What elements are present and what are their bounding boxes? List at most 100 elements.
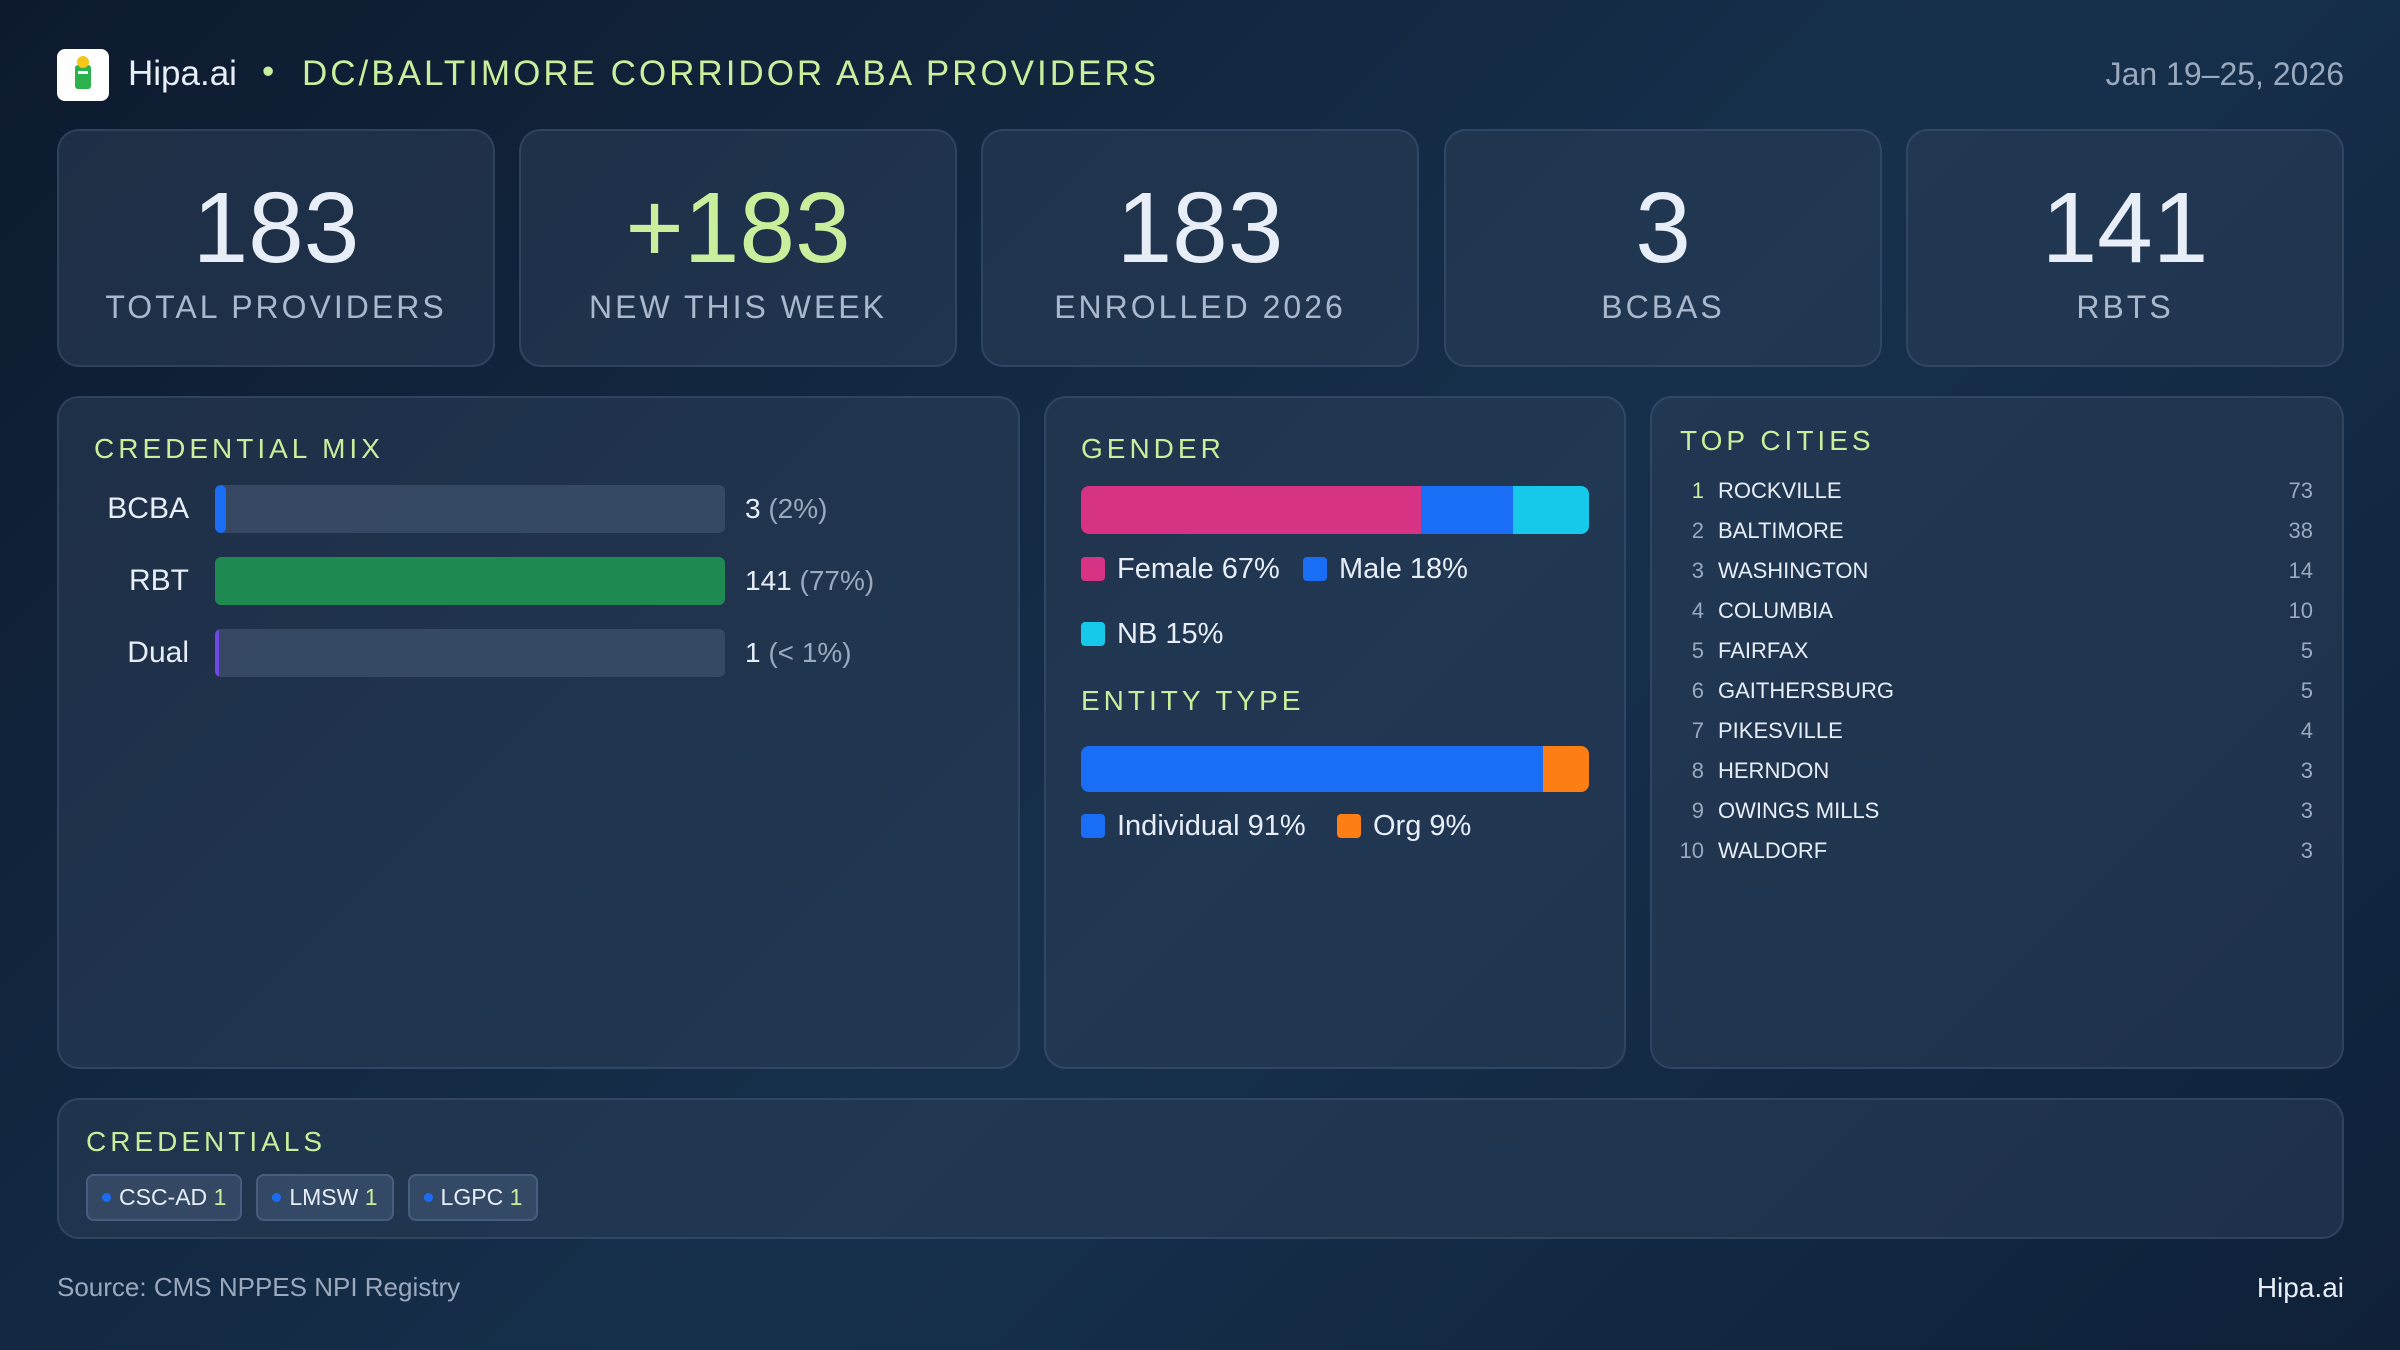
chip-name: LGPC (440, 1184, 504, 1210)
credential-mix-panel: CREDENTIAL MIX BCBA 3 (2%) RBT 141 (77%) Dua… (57, 396, 1020, 1069)
city-name: OWINGS MILLS (1718, 798, 1880, 823)
bar-track (215, 629, 725, 677)
legend-swatch (1081, 622, 1105, 646)
city-rank: 1 (1691, 478, 1704, 503)
chip-list: CSC-AD 1 LMSW 1 LGPC 1 (86, 1174, 552, 1221)
panel-heading: CREDENTIAL MIX (94, 433, 384, 464)
row-label: Dual (127, 636, 189, 669)
row-label: RBT (129, 564, 189, 597)
kpi-value: 183 (1116, 172, 1284, 284)
city-count: 5 (2300, 678, 2313, 703)
kpi-label: TOTAL PROVIDERS (105, 289, 447, 325)
legend-item: Female 67% (1081, 553, 1280, 586)
row-value: 141 (77%) (745, 565, 874, 597)
city-count: 3 (2300, 798, 2313, 823)
legend-swatch (1303, 557, 1327, 581)
logo (57, 49, 109, 101)
city-name: ROCKVILLE (1718, 478, 1842, 503)
row-value: 1 (< 1%) (745, 637, 852, 669)
city-name: BALTIMORE (1718, 518, 1844, 543)
credential-chip: CSC-AD 1 (86, 1174, 243, 1221)
legend-name: Individual (1117, 810, 1240, 842)
legend-name: NB (1117, 618, 1158, 650)
chip-dot (272, 1193, 282, 1202)
kpi-label: ENROLLED 2026 (1054, 289, 1346, 325)
city-rank: 5 (1691, 638, 1704, 663)
panel-heading: TOP CITIES (1680, 425, 1875, 456)
row-label: BCBA (107, 492, 189, 525)
kpi-label: NEW THIS WEEK (589, 289, 887, 325)
kpi-card: 141 RBTS (1906, 129, 2344, 367)
city-name: WASHINGTON (1718, 558, 1869, 583)
city-rank: 4 (1691, 598, 1704, 623)
city-name: GAITHERSBURG (1718, 678, 1895, 703)
city-count: 10 (2288, 598, 2313, 623)
kpi-value: 141 (2041, 172, 2209, 284)
city-rank: 7 (1691, 718, 1704, 743)
top-cities-panel: TOP CITIES 1 ROCKVILLE 73 2 BALTIMORE 38 3 WASH… (1650, 396, 2344, 1069)
gender-panel: GENDER ENTITY TYPE Female 67% Male 18% NB … (1044, 396, 1626, 1069)
city-rank: 6 (1691, 678, 1704, 703)
kpi-value: 3 (1635, 172, 1691, 284)
city-name: PIKESVILLE (1718, 718, 1843, 743)
segment (1421, 486, 1513, 534)
bar (215, 485, 226, 533)
chip-dot (423, 1193, 433, 1202)
kpi-card: 183 ENROLLED 2026 (981, 129, 1419, 367)
share: (2%) (768, 493, 828, 524)
chip-count: 1 (364, 1184, 378, 1210)
bar-track (215, 557, 725, 605)
count: 3 (745, 493, 761, 524)
city-name: COLUMBIA (1718, 598, 1833, 623)
kpi-label: BCBAS (1601, 289, 1725, 325)
chip-count: 1 (509, 1184, 523, 1210)
share: (77%) (799, 565, 875, 596)
bar (215, 629, 219, 677)
bar-track (215, 485, 725, 533)
kpi-value: 183 (192, 172, 360, 284)
legend-item: Individual 91% (1081, 810, 1306, 843)
source: Source: CMS NPPES NPI Registry (57, 1272, 461, 1302)
page-title: DC/BALTIMORE CORRIDOR ABA PROVIDERS (302, 54, 1159, 93)
city-count: 38 (2288, 518, 2313, 543)
footer-brand: Hipa.ai (2256, 1272, 2344, 1303)
stacked-bar (1081, 746, 1589, 792)
kpi-card: 183 TOTAL PROVIDERS (57, 129, 495, 367)
legend-value: 91% (1247, 810, 1306, 842)
segment (1512, 486, 1589, 534)
legend-item: Org 9% (1337, 810, 1471, 843)
city-rank: 3 (1691, 558, 1704, 583)
count: 141 (745, 565, 792, 596)
chip-count: 1 (213, 1184, 227, 1210)
legend-value: 15% (1165, 618, 1224, 650)
kpi-card: +183 NEW THIS WEEK (519, 129, 957, 367)
separator: • (262, 52, 275, 91)
credentials-panel: CREDENTIALS CSC-AD 1 LMSW 1 LGPC 1 (57, 1098, 2344, 1239)
city-rank: 9 (1691, 798, 1704, 823)
panel-heading: ENTITY TYPE (1081, 685, 1305, 716)
city-count: 14 (2288, 558, 2313, 583)
chip-dot (102, 1193, 111, 1202)
stacked-bar (1081, 486, 1589, 534)
segment (1081, 486, 1422, 534)
legend-name: Org (1373, 810, 1422, 842)
city-count: 73 (2288, 478, 2313, 503)
city-rank: 2 (1691, 518, 1704, 543)
city-count: 3 (2300, 758, 2313, 783)
legend-value: 67% (1221, 553, 1280, 585)
legend-name: Male (1339, 553, 1402, 585)
date-range: Jan 19–25, 2026 (2105, 56, 2344, 92)
city-count: 5 (2300, 638, 2313, 663)
count: 1 (745, 637, 761, 668)
legend-swatch (1081, 557, 1105, 581)
legend-swatch (1081, 814, 1105, 838)
legend-value: 9% (1429, 810, 1472, 842)
legend-value: 18% (1409, 553, 1468, 585)
legend-name: Female (1117, 553, 1214, 585)
city-rank: 10 (1679, 838, 1704, 863)
credential-chip: LGPC 1 (407, 1174, 539, 1221)
share: (< 1%) (768, 637, 852, 668)
segment (1543, 746, 1589, 792)
legend-item: NB 15% (1081, 618, 1223, 651)
